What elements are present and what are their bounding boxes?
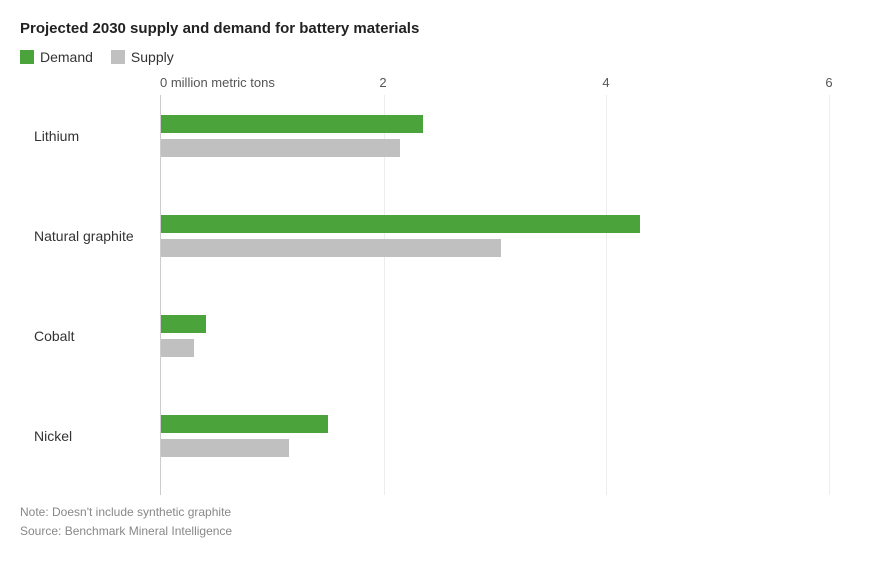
x-tick-1: 2	[379, 75, 386, 90]
chart-footnotes: Note: Doesn't include synthetic graphite…	[20, 503, 849, 541]
bar-graphite-supply	[161, 239, 501, 257]
bar-cobalt-supply	[161, 339, 194, 357]
plot-area	[160, 95, 829, 495]
chart-title: Projected 2030 supply and demand for bat…	[20, 20, 849, 37]
legend-item-demand: Demand	[20, 49, 93, 65]
bar-lithium-demand	[161, 115, 423, 133]
chart-legend: Demand Supply	[20, 49, 849, 65]
cat-label-1: Natural graphite	[34, 228, 134, 244]
x-tick-0: 0 million metric tons	[160, 75, 275, 90]
x-tick-3: 6	[825, 75, 832, 90]
footnote-note: Note: Doesn't include synthetic graphite	[20, 503, 849, 522]
bar-graphite-demand	[161, 215, 640, 233]
category-labels: Lithium Natural graphite Cobalt Nickel	[20, 95, 160, 495]
legend-swatch-demand	[20, 50, 34, 64]
bar-lithium-supply	[161, 139, 400, 157]
chart-area: 0 million metric tons 2 4 6 Lithium Natu…	[20, 75, 849, 495]
legend-label-demand: Demand	[40, 49, 93, 65]
bar-nickel-supply	[161, 439, 289, 457]
cat-label-3: Nickel	[34, 428, 72, 444]
legend-label-supply: Supply	[131, 49, 174, 65]
gridline-3	[829, 95, 830, 495]
cat-label-2: Cobalt	[34, 328, 74, 344]
bar-cobalt-demand	[161, 315, 206, 333]
legend-item-supply: Supply	[111, 49, 174, 65]
footnote-source: Source: Benchmark Mineral Intelligence	[20, 522, 849, 541]
cat-label-0: Lithium	[34, 128, 79, 144]
x-axis-labels: 0 million metric tons 2 4 6	[160, 75, 829, 93]
chart-container: Projected 2030 supply and demand for bat…	[0, 0, 869, 551]
legend-swatch-supply	[111, 50, 125, 64]
bars-layer	[161, 95, 829, 495]
bar-nickel-demand	[161, 415, 328, 433]
x-tick-2: 4	[602, 75, 609, 90]
